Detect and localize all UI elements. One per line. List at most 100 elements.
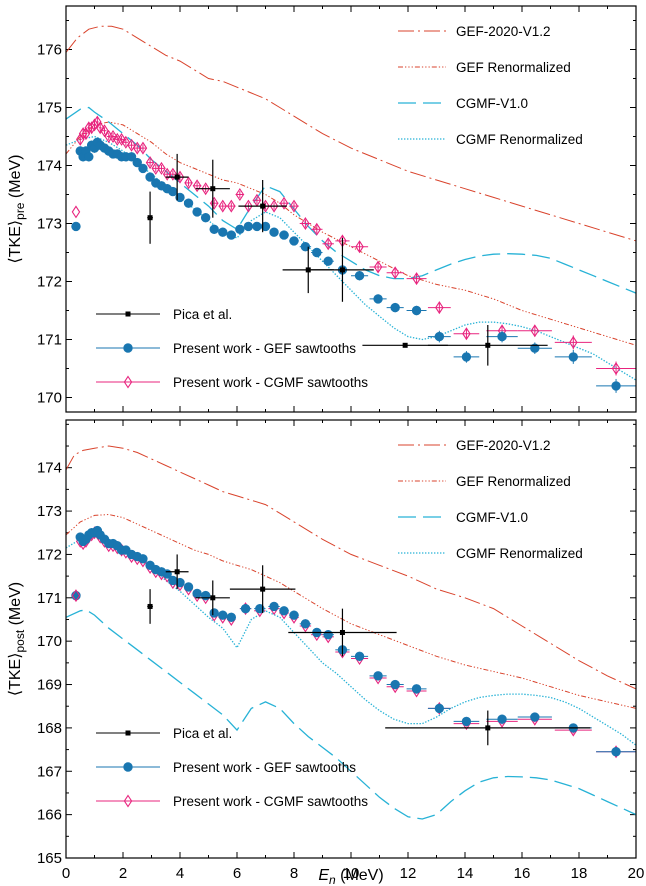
point-present-work-gef-sawtooths	[289, 610, 299, 620]
point-pica-et-al	[260, 586, 266, 592]
legend-marker	[125, 730, 131, 736]
point-present-work-gef-sawtooths	[192, 207, 202, 217]
y-tick-label: 167	[37, 763, 62, 780]
point-present-work-cgmf-sawtooths	[412, 272, 421, 286]
series-pica-et-al	[147, 554, 591, 746]
point-present-work-cgmf-sawtooths	[244, 199, 253, 213]
point-present-work-gef-sawtooths	[200, 213, 211, 223]
y-tick-label: 172	[37, 274, 62, 291]
ticks-pre: 170 171 172 173 174 175 176	[37, 6, 637, 412]
point-present-work-cgmf-sawtooths	[168, 167, 178, 181]
points-post	[71, 525, 636, 759]
legend-label: Present work - CGMF sawtooths	[173, 794, 368, 809]
point-present-work-cgmf-sawtooths	[611, 361, 621, 376]
point-present-work-cgmf-sawtooths	[209, 196, 219, 210]
point-pica-et-al	[147, 215, 153, 221]
y-tick-label: 173	[37, 503, 62, 520]
legend-marker	[123, 762, 133, 772]
point-present-work-gef-sawtooths	[209, 608, 219, 618]
point-present-work-gef-sawtooths	[279, 230, 289, 240]
legend-curves-pre: GEF-2020-V1.2 GEF Renormalized CGMF-V1.0 CG…	[398, 24, 583, 147]
point-present-work-gef-sawtooths	[183, 582, 194, 592]
legend-label: GEF-2020-V1.2	[456, 438, 551, 453]
panel-tke-pre: 170 171 172 173 174 175 176 ⟨TKE⟩pre (MeV) GEF-2…	[7, 5, 637, 413]
y-tick-label: 169	[37, 677, 62, 694]
point-present-work-gef-sawtooths	[323, 629, 333, 640]
point-present-work-gef-sawtooths	[461, 352, 472, 362]
x-tick-label: 2	[119, 865, 127, 882]
legend-label: GEF Renormalized	[456, 60, 571, 75]
point-pica-et-al	[174, 569, 180, 575]
x-tick-label: 12	[400, 865, 417, 882]
y-tick-label: 170	[37, 633, 62, 650]
point-present-work-gef-sawtooths	[434, 703, 445, 714]
point-present-work-gef-sawtooths	[240, 603, 251, 614]
series-present-work-gef-sawtooths	[75, 525, 636, 757]
x-tick-label: 20	[628, 865, 645, 882]
point-present-work-cgmf-sawtooths	[201, 182, 210, 196]
x-axis-title: En (MeV)	[318, 867, 383, 886]
point-pica-et-al	[210, 595, 216, 601]
legend-points-post: Pica et al. Present work - GEF sawtooths P…	[96, 726, 368, 809]
point-present-work-cgmf-sawtooths	[355, 240, 364, 254]
point-pica-et-al	[402, 342, 408, 348]
legend-points-pre: Pica et al. Present work - GEF sawtooths P…	[96, 307, 368, 390]
x-tick-label: 14	[457, 865, 474, 882]
point-present-work-gef-sawtooths	[175, 577, 185, 588]
legend-label: Present work - GEF sawtooths	[173, 341, 356, 356]
point-present-work-cgmf-sawtooths	[108, 129, 118, 144]
x-tick-label: 6	[233, 865, 241, 882]
y-tick-label: 173	[37, 216, 62, 233]
point-present-work-gef-sawtooths	[145, 172, 155, 182]
point-present-work-cgmf-sawtooths	[373, 260, 383, 274]
point-pica-et-al	[485, 342, 491, 348]
point-present-work-gef-sawtooths	[243, 221, 254, 232]
curve-gef-renormalized	[66, 513, 636, 709]
curve-cgmf-renormalized	[66, 535, 636, 746]
legend-label: GEF-2020-V1.2	[456, 24, 551, 39]
point-present-work-gef-sawtooths	[497, 331, 507, 342]
point-present-work-gef-sawtooths	[354, 271, 365, 281]
point-present-work-gef-sawtooths	[530, 343, 540, 353]
point-present-work-cgmf-sawtooths	[157, 161, 166, 175]
legend-marker	[123, 343, 133, 353]
point-present-work-gef-sawtooths	[138, 554, 148, 564]
point-present-work-cgmf-sawtooths	[569, 335, 578, 349]
point-pica-et-al	[147, 603, 153, 609]
point-present-work-gef-sawtooths	[323, 256, 333, 266]
plot-frame-pre	[65, 5, 637, 413]
point-present-work-cgmf-sawtooths	[162, 167, 172, 181]
x-tick-label: 16	[514, 865, 531, 882]
plot-frame-post	[65, 419, 637, 859]
point-present-work-gef-sawtooths	[530, 712, 540, 722]
point-present-work-cgmf-sawtooths	[117, 132, 126, 146]
point-present-work-cgmf-sawtooths	[301, 216, 310, 231]
y-axis-title-post: ⟨TKE⟩post (MeV)	[7, 582, 27, 696]
y-tick-label: 166	[37, 807, 62, 824]
legend-label: CGMF-V1.0	[456, 96, 528, 111]
x-tick-label: 10	[343, 865, 360, 882]
point-pica-et-al	[260, 203, 266, 209]
point-present-work-gef-sawtooths	[168, 186, 178, 197]
point-present-work-gef-sawtooths	[218, 227, 228, 237]
panel-tke-post: 0 2 4 6 8 10 12 14 16 18 20 165 166 167 168 169 170 171 17…	[7, 419, 645, 882]
point-present-work-gef-sawtooths	[434, 331, 445, 342]
y-axis-title-pre: ⟨TKE⟩pre (MeV)	[7, 155, 27, 264]
point-present-work-gef-sawtooths	[461, 716, 472, 727]
curve-gef-2020-v1-2	[66, 445, 636, 690]
legend-label: Present work - CGMF sawtooths	[173, 375, 368, 390]
point-present-work-cgmf-sawtooths	[71, 205, 81, 219]
point-present-work-cgmf-sawtooths	[121, 135, 131, 149]
point-present-work-gef-sawtooths	[209, 224, 219, 235]
point-present-work-gef-sawtooths	[269, 227, 279, 237]
point-present-work-gef-sawtooths	[354, 651, 365, 662]
point-present-work-cgmf-sawtooths	[530, 324, 540, 338]
point-present-work-gef-sawtooths	[312, 247, 322, 258]
curve-gef-renormalized	[66, 121, 636, 346]
curve-cgmf-v1-0	[66, 106, 636, 294]
point-present-work-gef-sawtooths	[279, 606, 289, 616]
point-present-work-cgmf-sawtooths	[235, 187, 245, 202]
point-present-work-cgmf-sawtooths	[192, 179, 202, 193]
x-tick-label: 18	[571, 865, 588, 882]
point-present-work-gef-sawtooths	[373, 294, 383, 304]
